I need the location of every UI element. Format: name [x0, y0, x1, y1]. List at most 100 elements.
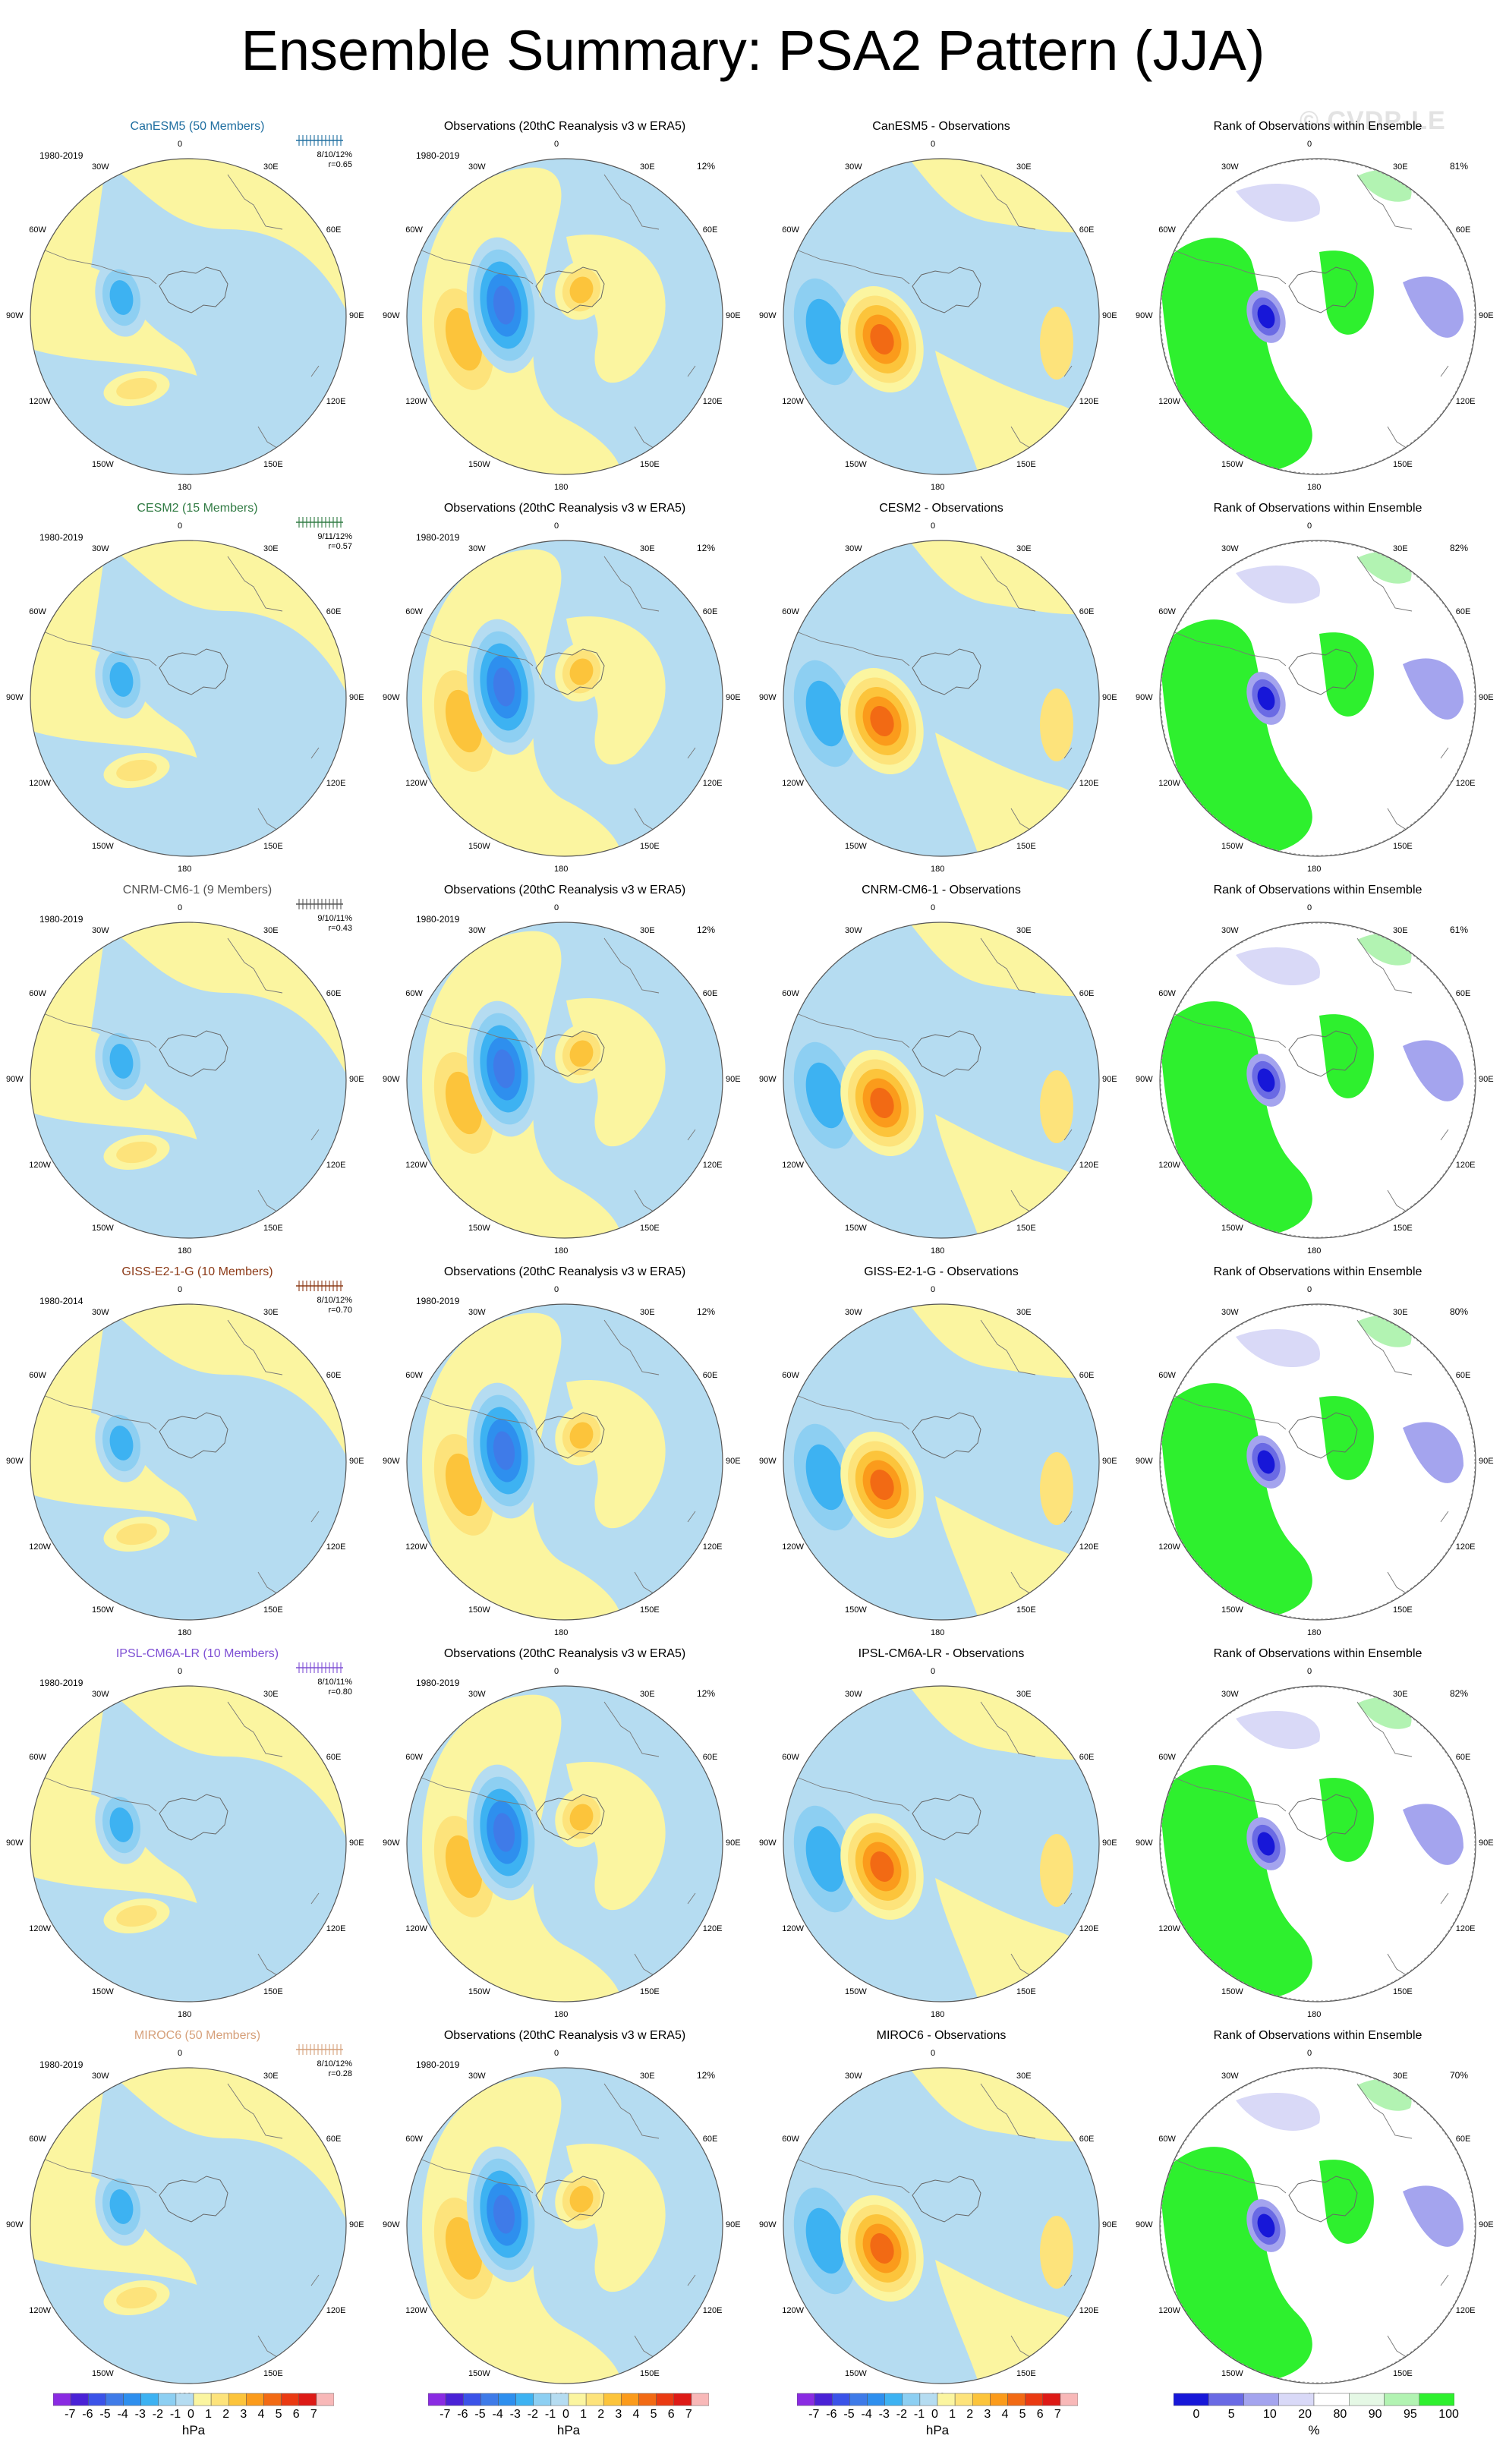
colorbar-swatch	[1008, 2393, 1026, 2406]
map-panel-rank: Rank of Observations within Ensemble 61% 0…	[1130, 879, 1506, 1261]
stats-percent: 8/10/12%	[288, 150, 352, 160]
longitude-label: 90E	[1102, 2220, 1117, 2229]
colorbar-swatch	[639, 2393, 657, 2406]
colorbar-tick-label: -3	[510, 2408, 521, 2421]
longitude-label: 150W	[92, 1987, 114, 1996]
longitude-label: 30E	[1393, 1690, 1408, 1699]
longitude-label: 120E	[1456, 1924, 1476, 1933]
colorbar-unit: %	[1174, 2423, 1454, 2438]
longitude-label: 30W	[1221, 2072, 1239, 2081]
longitude-label: 60E	[1456, 2135, 1471, 2144]
longitude-label: 120W	[1158, 397, 1180, 406]
longitude-label: 120E	[1079, 1542, 1099, 1552]
colorbar-swatch	[849, 2393, 867, 2406]
map-panel-ens: GISS-E2-1-G (10 Members) 1980-2014 8/10/12…	[0, 1261, 376, 1643]
colorbar-swatch	[106, 2393, 123, 2406]
pressure-colorbar: -7 -6 -5 -4 -3 -2 -1 0 1 2 3 4 5 6 7 hPa	[428, 2393, 709, 2461]
difference-title: CESM2 - Observations	[753, 502, 1130, 515]
longitude-label: 90W	[1136, 1457, 1153, 1466]
longitude-label: 180	[554, 2010, 568, 2019]
longitude-label: 150E	[263, 1987, 283, 1996]
polar-map	[1130, 115, 1506, 497]
longitude-label: 60W	[782, 1371, 799, 1380]
longitude-label: 60W	[782, 1753, 799, 1762]
analysis-period: 1980-2014	[39, 1296, 83, 1306]
colorbar-tick-label: 6	[1037, 2408, 1044, 2421]
longitude-label: 90W	[6, 311, 24, 320]
longitude-label: 60E	[326, 2135, 342, 2144]
longitude-label: 150E	[1393, 1605, 1413, 1615]
longitude-label: 90W	[1136, 311, 1153, 320]
polar-map	[753, 1643, 1130, 2024]
longitude-label: 60W	[29, 225, 46, 235]
longitude-label: 150E	[1016, 1987, 1036, 1996]
map-panel-ens: CNRM-CM6-1 (9 Members) 1980-2019 9/10/11% r…	[0, 879, 376, 1261]
rank-title: Rank of Observations within Ensemble	[1130, 1265, 1506, 1279]
longitude-label: 180	[1307, 1246, 1321, 1256]
longitude-label: 150W	[845, 842, 867, 851]
longitude-label: 0	[931, 521, 935, 531]
longitude-label: 60E	[1456, 225, 1471, 235]
analysis-period: 1980-2019	[416, 150, 459, 161]
polar-map	[376, 1643, 753, 2024]
longitude-label: 60E	[326, 989, 342, 998]
longitude-label: 0	[931, 1667, 935, 1676]
longitude-label: 60E	[1079, 225, 1095, 235]
map-panel-rank: Rank of Observations within Ensemble 70% 0…	[1130, 2024, 1506, 2406]
map-panel-ens: CanESM5 (50 Members) 1980-2019 8/10/12% r=0…	[0, 115, 376, 497]
longitude-label: 0	[931, 140, 935, 149]
longitude-label: 120E	[1456, 1161, 1476, 1170]
longitude-label: 90E	[349, 1839, 364, 1848]
longitude-label: 0	[931, 2049, 935, 2058]
observations-title: Observations (20thC Reanalysis v3 w ERA5…	[376, 502, 753, 515]
colorbar-tick-label: 80	[1333, 2408, 1347, 2421]
colorbar-swatch	[885, 2393, 903, 2406]
colorbar-swatch	[1043, 2393, 1060, 2406]
longitude-label: 60E	[703, 1371, 718, 1380]
longitude-label: 0	[1307, 521, 1312, 531]
colorbar-swatch	[1279, 2393, 1314, 2406]
longitude-label: 120E	[703, 1161, 723, 1170]
map-panel-diff: GISS-E2-1-G - Observations 0 30E 60E 90E 120E…	[753, 1261, 1130, 1643]
colorbar-swatch	[176, 2393, 194, 2406]
colorbar-tick-label: -4	[493, 2408, 503, 2421]
colorbar-tick-label: 7	[310, 2408, 317, 2421]
polar-map	[753, 115, 1130, 497]
stats-correlation: r=0.28	[288, 2069, 352, 2079]
rank-title: Rank of Observations within Ensemble	[1130, 1647, 1506, 1661]
longitude-label: 60E	[1456, 989, 1471, 998]
colorbar-swatch	[53, 2393, 71, 2406]
longitude-label: 180	[554, 483, 568, 492]
rank-percent: 80%	[1430, 1306, 1468, 1317]
longitude-label: 0	[1307, 140, 1312, 149]
analysis-period: 1980-2019	[416, 532, 459, 543]
longitude-label: 150E	[263, 842, 283, 851]
longitude-label: 30W	[845, 1308, 862, 1317]
colorbar-swatch	[797, 2393, 814, 2406]
longitude-label: 90W	[759, 1457, 777, 1466]
colorbar-swatch	[903, 2393, 920, 2406]
longitude-label: 60W	[405, 2135, 423, 2144]
longitude-label: 120W	[782, 397, 804, 406]
longitude-label: 150W	[92, 460, 114, 469]
longitude-label: 60W	[1158, 2135, 1176, 2144]
longitude-label: 120E	[326, 1924, 346, 1933]
longitude-label: 90E	[726, 2220, 741, 2229]
longitude-label: 60W	[782, 989, 799, 998]
longitude-label: 0	[1307, 1667, 1312, 1676]
stats-percent: 8/10/12%	[288, 1296, 352, 1306]
longitude-label: 90E	[726, 1457, 741, 1466]
longitude-label: 180	[178, 1628, 191, 1637]
polar-map	[1130, 497, 1506, 879]
longitude-label: 90W	[759, 2220, 777, 2229]
longitude-label: 90E	[349, 1075, 364, 1084]
longitude-label: 30W	[845, 162, 862, 172]
high-pressure-core	[1040, 1070, 1073, 1143]
difference-title: IPSL-CM6A-LR - Observations	[753, 1647, 1130, 1661]
longitude-label: 120E	[703, 1542, 723, 1552]
longitude-label: 150E	[640, 1987, 660, 1996]
colorbar-swatch	[1349, 2393, 1384, 2406]
ensemble-stats: 8/10/12% r=0.65	[288, 150, 352, 170]
longitude-label: 30E	[263, 544, 279, 553]
longitude-label: 120W	[29, 1924, 51, 1933]
